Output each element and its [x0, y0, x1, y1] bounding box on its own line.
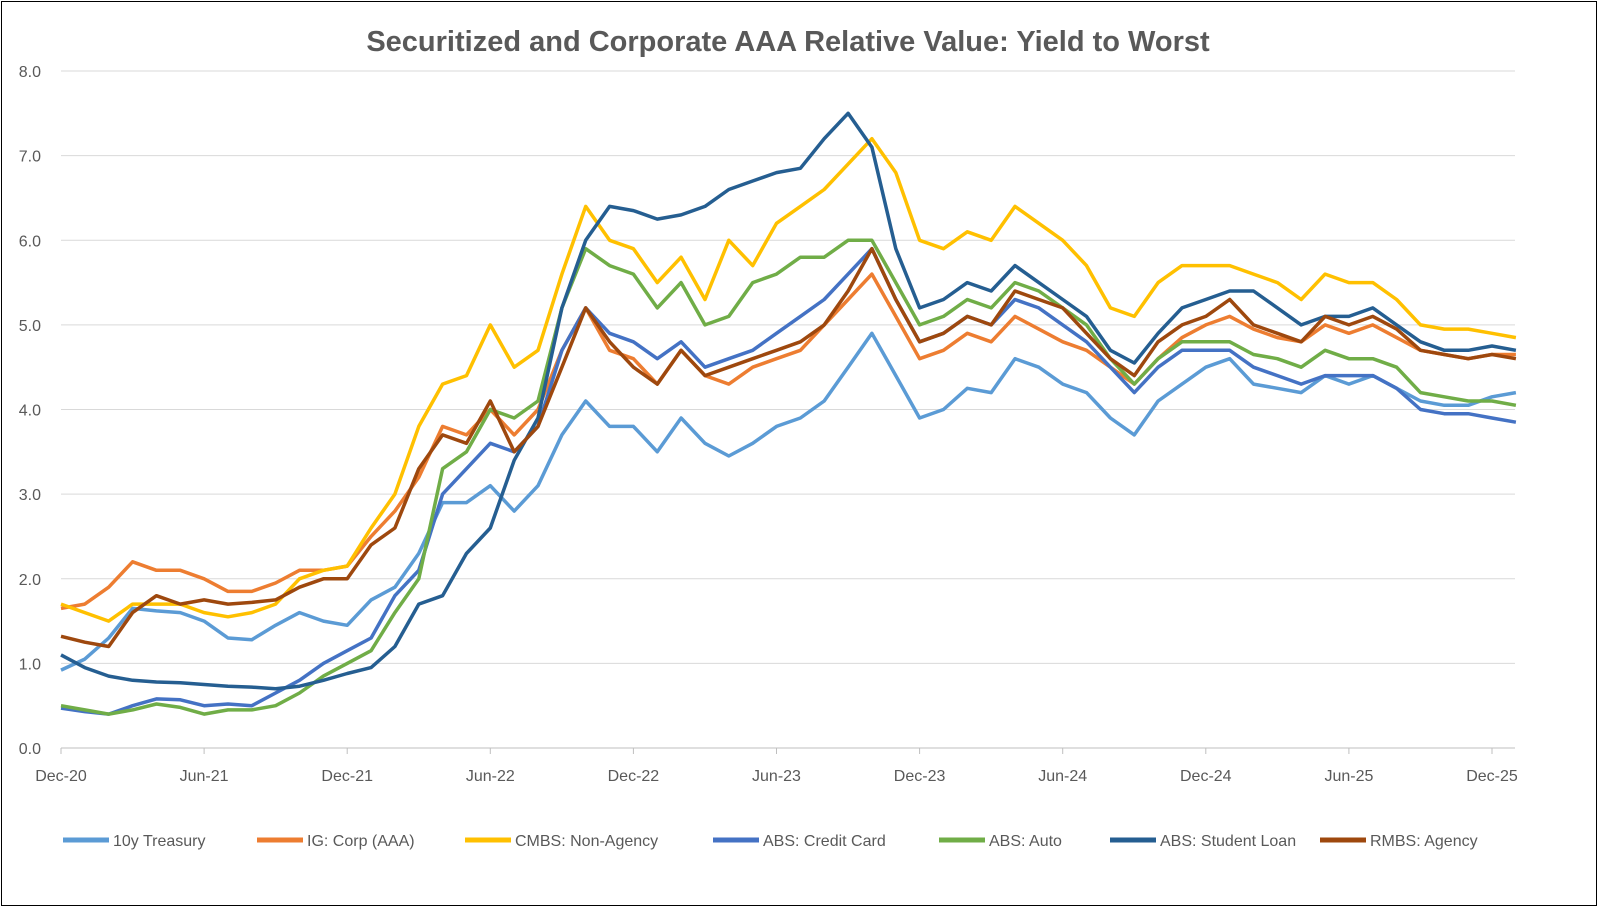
x-axis-ticks: Dec-20 Jun-21 Dec-21 Jun-22 Dec-22 Jun-23 Dec-… — [35, 748, 1518, 785]
y-tick-label: 5.0 — [19, 318, 41, 335]
y-axis-ticks: 0.0 1.0 2.0 3.0 4.0 5.0 6.0 7.0 8.0 — [19, 64, 41, 758]
y-tick-label: 3.0 — [19, 487, 41, 504]
y-tick-label: 1.0 — [19, 656, 41, 673]
legend-label: RMBS: Agency — [1370, 833, 1478, 850]
series-line-abs-student-loan — [60, 111, 1517, 691]
gridlines — [61, 70, 1515, 749]
series-line-abs-credit-card — [60, 246, 1517, 716]
x-tick-label: Dec-22 — [608, 768, 660, 785]
x-tick-label: Dec-25 — [1466, 768, 1518, 785]
x-tick-label: Dec-20 — [35, 768, 87, 785]
legend-label: IG: Corp (AAA) — [307, 833, 415, 850]
y-tick-label: 8.0 — [19, 64, 41, 81]
series-line-ig-corp-aaa — [60, 272, 1516, 611]
y-tick-label: 2.0 — [19, 572, 41, 589]
x-tick-label: Jun-25 — [1324, 768, 1373, 785]
y-tick-label: 7.0 — [19, 149, 41, 166]
legend-label: 10y Treasury — [113, 833, 205, 850]
legend-label: ABS: Student Loan — [1160, 833, 1296, 850]
y-tick-label: 0.0 — [19, 741, 41, 758]
legend-label: ABS: Credit Card — [763, 833, 886, 850]
legend-item: 10y Treasury — [63, 833, 205, 850]
x-tick-label: Jun-22 — [466, 768, 515, 785]
legend-item: CMBS: Non-Agency — [465, 833, 658, 850]
chart-title: Securitized and Corporate AAA Relative V… — [366, 26, 1210, 58]
series-lines — [60, 111, 1517, 716]
x-tick-label: Jun-24 — [1038, 768, 1087, 785]
series-line-abs-auto — [60, 238, 1517, 716]
legend-item: IG: Corp (AAA) — [257, 833, 415, 850]
series-line-cmbs-non-agency — [60, 136, 1517, 623]
series-line-10y-treasury — [60, 331, 1517, 672]
y-tick-label: 6.0 — [19, 233, 41, 250]
series-line-rmbs-agency — [60, 246, 1517, 649]
x-tick-label: Dec-21 — [321, 768, 373, 785]
legend-item: ABS: Auto — [939, 833, 1062, 850]
x-tick-label: Dec-23 — [894, 768, 946, 785]
legend-label: ABS: Auto — [989, 833, 1062, 850]
legend-item: RMBS: Agency — [1320, 833, 1478, 850]
x-tick-label: Jun-23 — [752, 768, 801, 785]
legend-item: ABS: Credit Card — [713, 833, 886, 850]
legend-item: ABS: Student Loan — [1110, 833, 1296, 850]
x-tick-label: Jun-21 — [180, 768, 229, 785]
legend-label: CMBS: Non-Agency — [515, 833, 658, 850]
y-tick-label: 4.0 — [19, 403, 41, 420]
legend: 10y Treasury IG: Corp (AAA) CMBS: Non-Agen… — [63, 833, 1478, 850]
x-tick-label: Dec-24 — [1180, 768, 1232, 785]
